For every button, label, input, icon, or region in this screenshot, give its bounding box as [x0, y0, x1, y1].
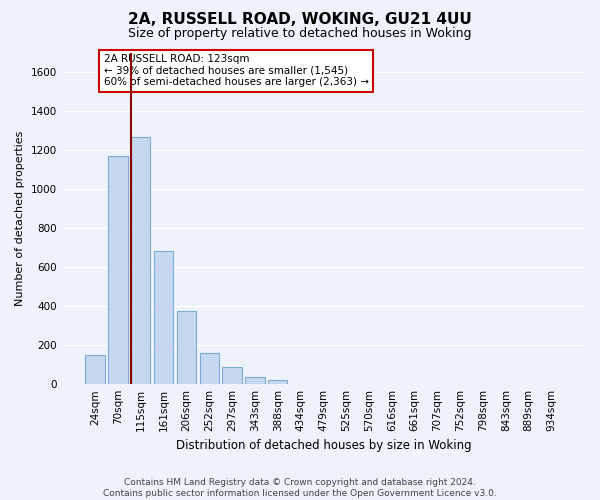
Bar: [154, 250, 173, 384]
Text: 2A, RUSSELL ROAD, WOKING, GU21 4UU: 2A, RUSSELL ROAD, WOKING, GU21 4UU: [128, 12, 472, 28]
Y-axis label: Number of detached properties: Number of detached properties: [15, 130, 25, 306]
Bar: [177, 311, 196, 384]
Bar: [108, 156, 128, 384]
Bar: [245, 378, 265, 384]
X-axis label: Distribution of detached houses by size in Woking: Distribution of detached houses by size …: [176, 440, 471, 452]
Text: 2A RUSSELL ROAD: 123sqm
← 39% of detached houses are smaller (1,545)
60% of semi: 2A RUSSELL ROAD: 123sqm ← 39% of detache…: [104, 54, 368, 88]
Bar: [200, 353, 219, 384]
Text: Contains HM Land Registry data © Crown copyright and database right 2024.
Contai: Contains HM Land Registry data © Crown c…: [103, 478, 497, 498]
Bar: [85, 355, 105, 384]
Bar: [268, 380, 287, 384]
Text: Size of property relative to detached houses in Woking: Size of property relative to detached ho…: [128, 28, 472, 40]
Bar: [131, 138, 151, 384]
Bar: [223, 366, 242, 384]
